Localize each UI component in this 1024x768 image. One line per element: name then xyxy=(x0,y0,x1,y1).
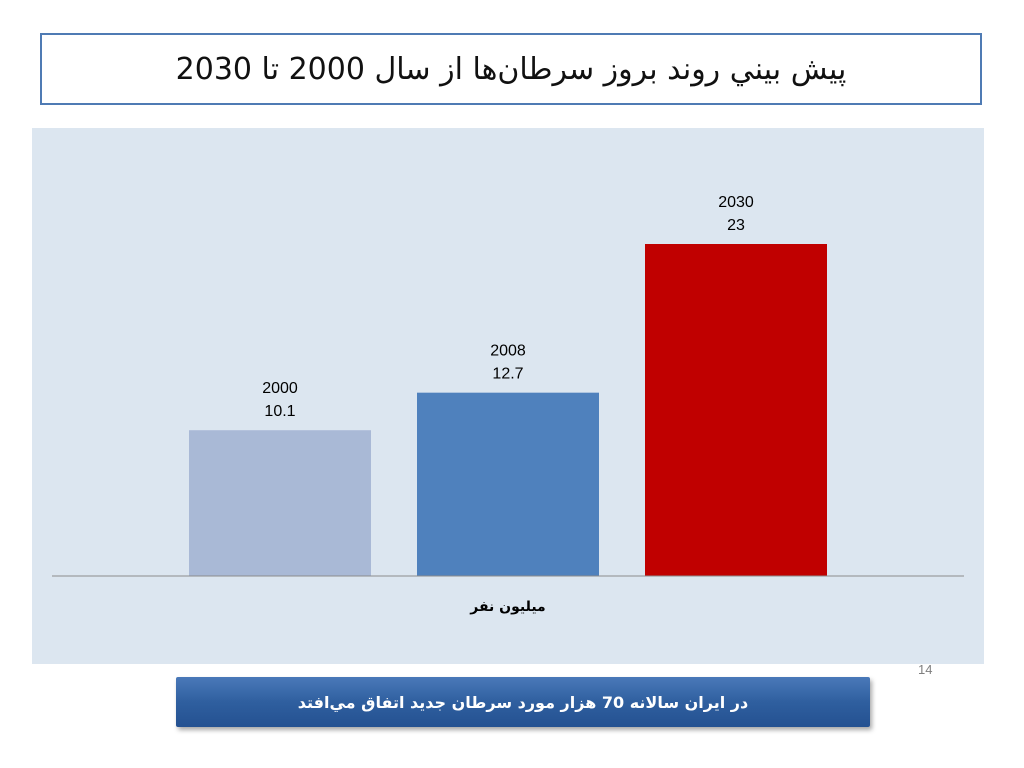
x-axis-label: ميليون نفر xyxy=(469,599,545,615)
slide-title: پيش بيني روند بروز سرطان‌ها از سال 2000 … xyxy=(175,51,847,87)
title-box: پيش بيني روند بروز سرطان‌ها از سال 2000 … xyxy=(40,33,982,105)
footer-text: در ايران سالانه 70 هزار مورد سرطان جديد … xyxy=(297,692,749,712)
page-number: 14 xyxy=(918,662,933,677)
category-label-2030: 2030 xyxy=(718,194,754,211)
data-label-2030: 23 xyxy=(727,217,745,234)
bar-2030 xyxy=(645,244,827,576)
data-label-2008: 12.7 xyxy=(492,366,523,383)
bar-2000 xyxy=(189,430,371,576)
bar-2008 xyxy=(417,392,599,576)
data-label-2000: 10.1 xyxy=(264,403,295,420)
bar-chart: 2000 10.1 2008 12.7 2030 23 ميليون نفر xyxy=(52,194,964,615)
category-label-2008: 2008 xyxy=(490,343,526,360)
chart-area: 2000 10.1 2008 12.7 2030 23 ميليون نفر xyxy=(32,128,984,664)
category-label-2000: 2000 xyxy=(262,380,298,397)
footer-banner: در ايران سالانه 70 هزار مورد سرطان جديد … xyxy=(176,677,870,727)
